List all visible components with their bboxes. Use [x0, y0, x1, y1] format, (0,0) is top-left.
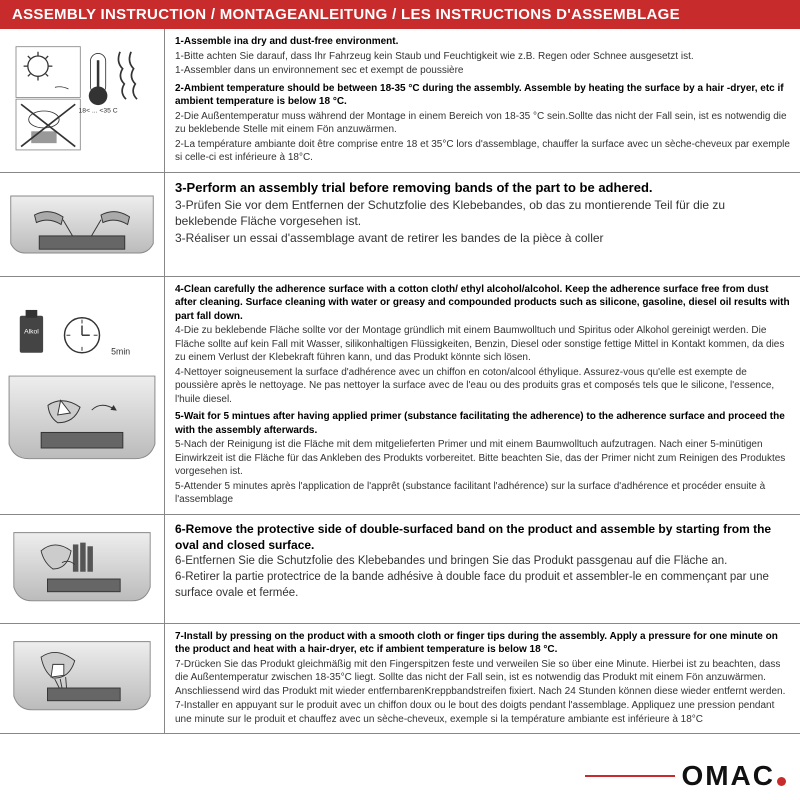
illustration-7 [0, 624, 165, 734]
illustration-4: Alkol 5min [0, 277, 165, 514]
brand-logo: OMAC [681, 760, 786, 792]
illustration-1: 18< ... <35 C [0, 29, 165, 172]
text-block-6: 6-Remove the protective side of double-s… [165, 515, 800, 623]
illustration-6 [0, 515, 165, 623]
footer-logo: OMAC [585, 760, 786, 792]
instruction-table: 18< ... <35 C 1-Assemble ina dry and dus… [0, 29, 800, 734]
text-block-7: 7-Install by pressing on the product wit… [165, 624, 800, 734]
text-block-1: 1-Assemble ina dry and dust-free environ… [165, 29, 800, 172]
text-block-3: 3-Perform an assembly trial before remov… [165, 173, 800, 276]
svg-text:5min: 5min [111, 346, 130, 356]
text-block-4: 4-Clean carefully the adherence surface … [165, 277, 800, 514]
footer-accent-line [585, 775, 675, 777]
header-title: ASSEMBLY INSTRUCTION / MONTAGEANLEITUNG … [0, 0, 800, 29]
illustration-3 [0, 173, 165, 276]
svg-text:18< ... <35 C: 18< ... <35 C [79, 108, 118, 115]
svg-text:Alkol: Alkol [24, 328, 39, 335]
